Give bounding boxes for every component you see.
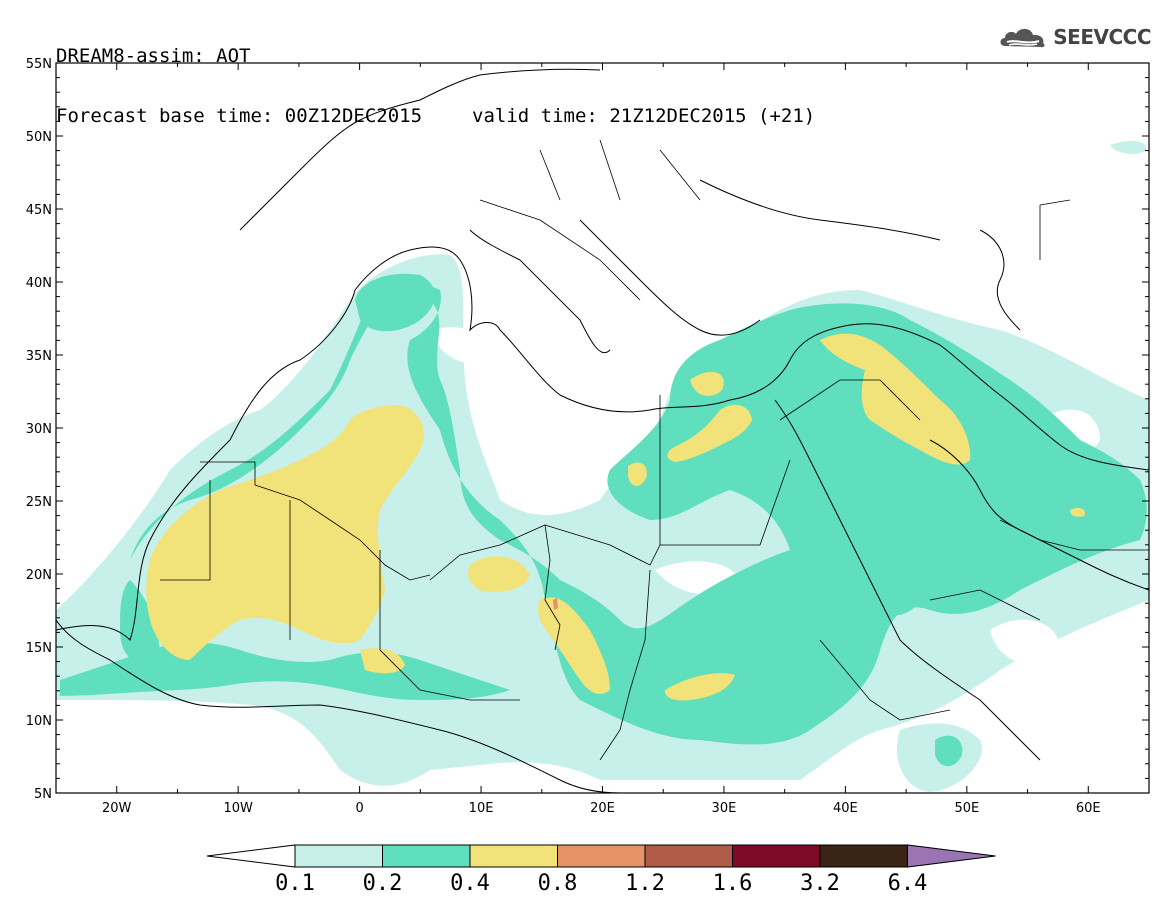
base-time: Forecast base time: 00Z12DEC2015 (56, 105, 423, 127)
colorbar-label: 3.2 (800, 871, 840, 896)
colorbar-box (469, 844, 558, 868)
lat-label: 40N (26, 276, 52, 291)
lon-label: 20W (102, 801, 132, 816)
aot-contours (56, 140, 1149, 792)
colorbar-label: 1.2 (625, 871, 665, 896)
colorbar-label: 0.1 (275, 871, 315, 896)
colorbar-over-triangle (907, 844, 996, 868)
colorbar-box (294, 844, 383, 868)
lat-label: 25N (26, 495, 52, 510)
lon-label: 20E (590, 801, 615, 816)
lon-label: 0 (355, 801, 363, 816)
lat-label: 30N (26, 422, 52, 437)
map-title: DREAM8-assim: AOT (56, 45, 251, 67)
colorbar-label: 1.6 (713, 871, 753, 896)
colorbar-label: 0.8 (538, 871, 578, 896)
lat-label: 5N (34, 787, 52, 802)
lon-label: 10E (469, 801, 494, 816)
country-borders (160, 139, 1149, 761)
colorbar-box (644, 844, 733, 868)
lat-label: 50N (26, 130, 52, 145)
lat-label: 55N (26, 57, 52, 72)
colorbar-box (819, 844, 908, 868)
lat-label: 45N (26, 203, 52, 218)
time-info: Forecast base time: 00Z12DEC2015 valid ti… (56, 106, 815, 126)
colorbar-label: 0.2 (363, 871, 403, 896)
lat-label: 10N (26, 714, 52, 729)
lat-axis: 55N 50N 45N 40N 35N 30N 25N 20N 15N 10N 5N (26, 57, 1149, 802)
cloud-icon (1000, 28, 1045, 48)
logo-text: SEEVCCC (1053, 25, 1151, 49)
lon-label: 30E (712, 801, 737, 816)
colorbar-box (557, 844, 646, 868)
aot-level-0.4 (146, 333, 1086, 701)
map-header: DREAM8-assim: AOT Forecast base time: 00… (56, 6, 815, 146)
lat-label: 15N (26, 641, 52, 656)
lon-axis: 20W 10W 0 10E 20E 30E 40E 50E 60E (55, 63, 1150, 816)
colorbar-box (382, 844, 471, 868)
colorbar-under-triangle (206, 844, 296, 868)
valid-time: valid time: 21Z12DEC2015 (+21) (472, 105, 816, 127)
colorbar: 0.1 0.2 0.4 0.8 1.2 1.6 3.2 6.4 (206, 844, 996, 896)
colorbar-box (732, 844, 821, 868)
lon-label: 10W (223, 801, 253, 816)
lon-label: 50E (954, 801, 979, 816)
colorbar-label: 6.4 (888, 871, 928, 896)
lat-label: 20N (26, 568, 52, 583)
lat-label: 35N (26, 349, 52, 364)
seevccc-logo: SEEVCCC (997, 24, 1151, 50)
lon-label: 40E (833, 801, 858, 816)
colorbar-label: 0.4 (450, 871, 490, 896)
aot-level-0.8 (553, 598, 558, 610)
lon-label: 60E (1076, 801, 1101, 816)
